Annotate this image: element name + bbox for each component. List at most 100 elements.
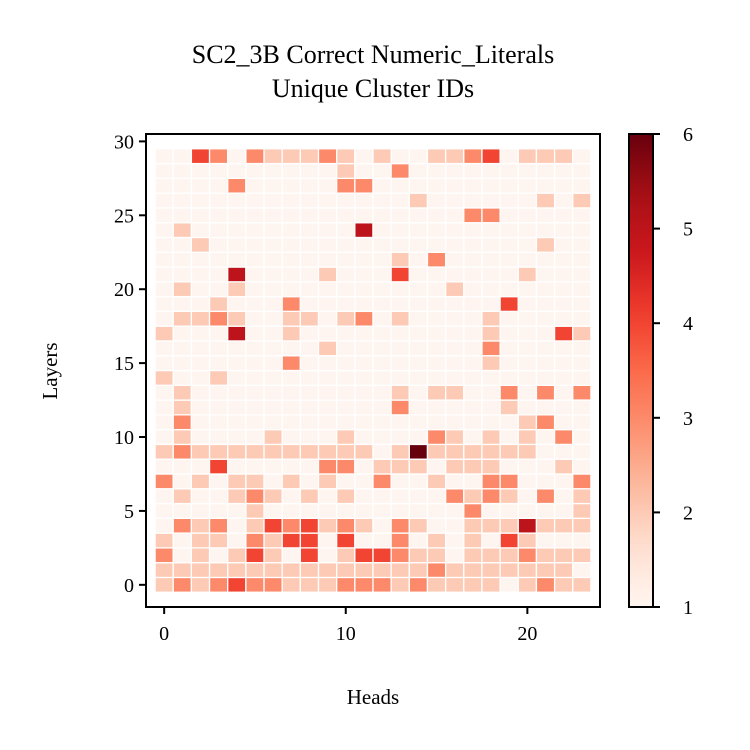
heatmap-cell bbox=[299, 251, 320, 268]
heatmap-cell bbox=[263, 192, 283, 209]
heatmap-cell bbox=[281, 414, 302, 431]
heatmap-cell bbox=[517, 473, 538, 490]
heatmap-cell bbox=[481, 428, 501, 446]
heatmap-cell bbox=[281, 473, 302, 490]
heatmap-cell bbox=[463, 355, 483, 372]
heatmap-cell bbox=[444, 192, 465, 209]
heatmap-cell bbox=[572, 458, 592, 475]
heatmap-cell bbox=[517, 488, 538, 505]
heatmap-cell bbox=[354, 576, 374, 593]
heatmap-cell bbox=[390, 414, 410, 431]
x-axis: 0 10 20 bbox=[159, 607, 537, 645]
heatmap-cell bbox=[444, 547, 465, 564]
heatmap-cell bbox=[190, 355, 211, 372]
heatmap-cell bbox=[372, 414, 392, 431]
heatmap-cell bbox=[553, 428, 574, 446]
heatmap-cell bbox=[299, 428, 320, 446]
heatmap-cell bbox=[354, 562, 374, 579]
heatmap-cell bbox=[317, 576, 338, 593]
heatmap-cell bbox=[172, 428, 193, 446]
heatmap-cell bbox=[517, 177, 538, 194]
heatmap-cell bbox=[154, 473, 174, 490]
heatmap-cell bbox=[481, 340, 501, 357]
heatmap-cell bbox=[390, 428, 410, 446]
heatmap-cell bbox=[190, 369, 211, 386]
heatmap-cell bbox=[390, 517, 410, 534]
heatmap-cell bbox=[317, 281, 338, 298]
heatmap-cell bbox=[372, 266, 392, 283]
heatmap-cell bbox=[481, 369, 501, 386]
heatmap-cell bbox=[463, 148, 483, 165]
heatmap-cell bbox=[172, 355, 193, 372]
heatmap-cell bbox=[190, 458, 211, 475]
heatmap-cell bbox=[172, 162, 193, 179]
colorbar: 1 2 3 4 5 6 bbox=[628, 124, 693, 619]
heatmap-cell bbox=[463, 428, 483, 446]
heatmap-cell bbox=[408, 502, 429, 519]
heatmap-cell bbox=[172, 222, 193, 239]
heatmap-cell bbox=[463, 562, 483, 579]
heatmap-cell bbox=[463, 399, 483, 416]
heatmap-cell bbox=[245, 562, 265, 579]
heatmap-cell bbox=[535, 399, 556, 416]
heatmap-cell bbox=[317, 517, 338, 534]
heatmap-cell bbox=[317, 236, 338, 253]
heatmap-cell bbox=[535, 266, 556, 283]
heatmap-cell bbox=[354, 502, 374, 519]
heatmap-cell bbox=[517, 162, 538, 179]
heatmap-cell bbox=[263, 547, 283, 564]
heatmap-cell bbox=[499, 414, 519, 431]
heatmap-cell bbox=[553, 162, 574, 179]
heatmap-cell bbox=[390, 207, 410, 224]
heatmap-cell bbox=[499, 488, 519, 505]
heatmap-cell bbox=[299, 414, 320, 431]
heatmap-cell bbox=[354, 295, 374, 313]
heatmap-cell bbox=[499, 222, 519, 239]
heatmap-cell bbox=[426, 562, 447, 579]
heatmap-cell bbox=[281, 310, 302, 327]
heatmap-cell bbox=[317, 295, 338, 313]
heatmap-cell bbox=[463, 473, 483, 490]
heatmap-cell bbox=[208, 236, 229, 253]
heatmap-cell bbox=[463, 340, 483, 357]
heatmap-cell bbox=[245, 266, 265, 283]
heatmap-cell bbox=[245, 532, 265, 549]
heatmap-cell bbox=[154, 428, 174, 446]
heatmap-cell bbox=[317, 414, 338, 431]
heatmap-cell bbox=[172, 562, 193, 579]
x-tick-label: 10 bbox=[336, 623, 356, 645]
heatmap-cell bbox=[572, 148, 592, 165]
heatmap-cell bbox=[190, 177, 211, 194]
heatmap-cell bbox=[336, 148, 356, 165]
heatmap-cell bbox=[481, 236, 501, 253]
heatmap-cell bbox=[553, 443, 574, 460]
heatmap-cell bbox=[190, 502, 211, 519]
heatmap-cell bbox=[517, 281, 538, 298]
heatmap-cell bbox=[535, 355, 556, 372]
heatmap-cell bbox=[172, 236, 193, 253]
heatmap-cell bbox=[336, 399, 356, 416]
heatmap-cell bbox=[572, 310, 592, 327]
heatmap-cell bbox=[190, 222, 211, 239]
heatmap-cell bbox=[263, 177, 283, 194]
heatmap-cell bbox=[317, 162, 338, 179]
heatmap-cell bbox=[517, 222, 538, 239]
heatmap-cell bbox=[553, 458, 574, 475]
heatmap-cell bbox=[336, 162, 356, 179]
heatmap-cell bbox=[390, 162, 410, 179]
heatmap-cell bbox=[499, 502, 519, 519]
heatmap-cell bbox=[553, 148, 574, 165]
heatmap-cell bbox=[372, 488, 392, 505]
heatmap-cell bbox=[227, 443, 247, 460]
heatmap-cell bbox=[154, 162, 174, 179]
heatmap-cell bbox=[535, 384, 556, 401]
heatmap-cell bbox=[208, 517, 229, 534]
heatmap-cell bbox=[336, 355, 356, 372]
heatmap-cell bbox=[481, 251, 501, 268]
heatmap-cell bbox=[154, 384, 174, 401]
heatmap-cell bbox=[154, 222, 174, 239]
heatmap-cell bbox=[553, 355, 574, 372]
heatmap-cell bbox=[444, 222, 465, 239]
heatmap-cell bbox=[553, 177, 574, 194]
heatmap-cell bbox=[354, 473, 374, 490]
